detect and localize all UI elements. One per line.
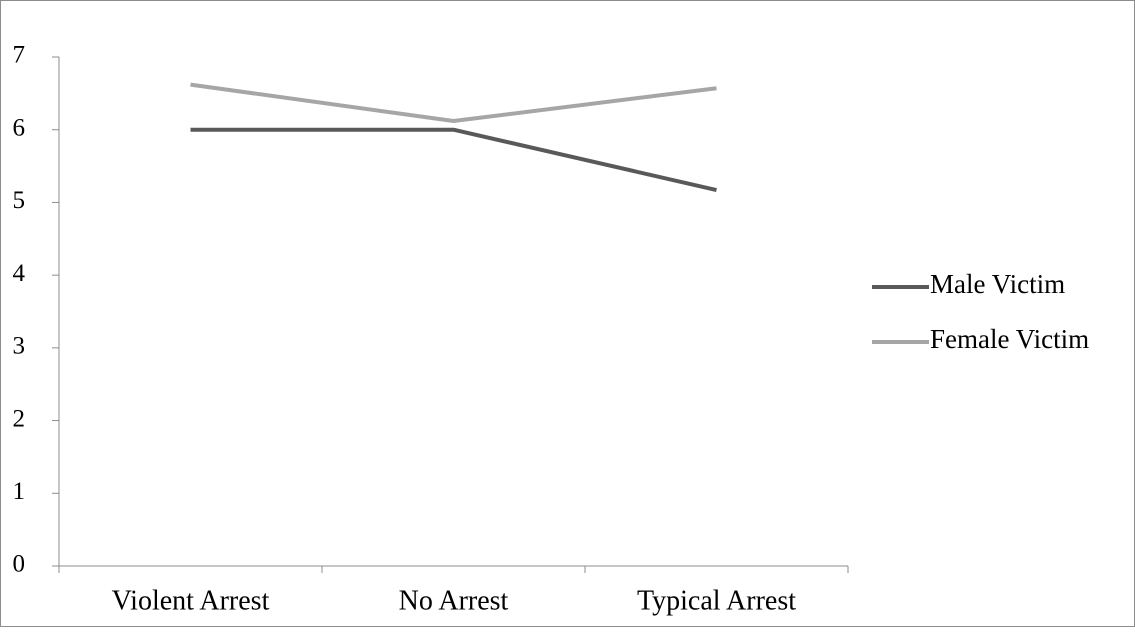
chart-axes <box>52 56 849 573</box>
x-tick-label: No Arrest <box>399 585 509 616</box>
series-lines <box>190 82 717 193</box>
y-tick-label: 1 <box>13 478 26 505</box>
y-tick-labels: 0 1 2 3 4 5 6 7 <box>13 42 26 578</box>
series-line-female-victim <box>190 82 717 123</box>
x-tick-label: Violent Arrest <box>112 585 270 616</box>
y-tick-label: 3 <box>13 333 26 360</box>
y-tick-label: 0 <box>13 551 26 578</box>
y-tick-label: 5 <box>13 187 26 214</box>
y-tick-label: 4 <box>13 260 26 287</box>
x-tick-labels: Violent Arrest No Arrest Typical Arrest <box>112 585 797 616</box>
y-tick-label: 6 <box>13 114 26 141</box>
legend-label: Female Victim <box>930 324 1089 354</box>
y-tick-label: 2 <box>13 405 26 432</box>
legend: Male Victim Female Victim <box>872 269 1089 354</box>
legend-label: Male Victim <box>930 269 1065 299</box>
series-line-male-victim <box>190 127 717 193</box>
x-tick-label: Typical Arrest <box>637 585 796 616</box>
y-tick-label: 7 <box>13 42 26 69</box>
